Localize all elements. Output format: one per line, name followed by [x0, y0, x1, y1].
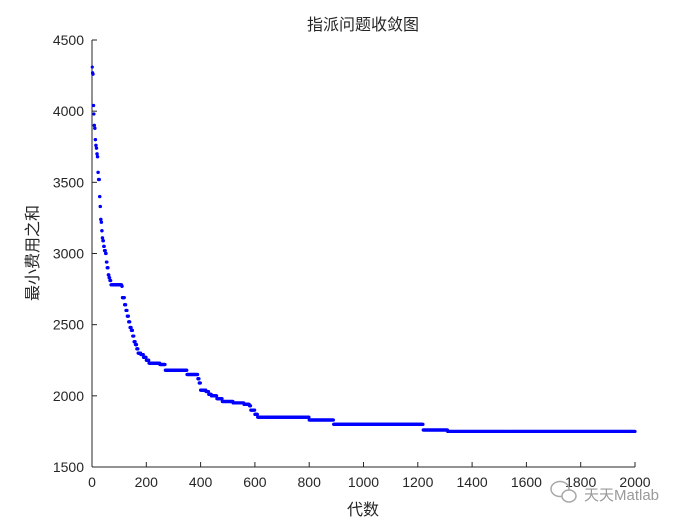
data-point: [97, 177, 101, 182]
data-point: [92, 112, 96, 116]
data-point: [136, 347, 140, 351]
x-tick-label: 1800: [565, 474, 596, 490]
x-tick-label: 0: [88, 474, 96, 490]
x-tick-label: 600: [243, 474, 267, 490]
data-point: [122, 296, 126, 300]
data-point: [197, 377, 201, 381]
x-tick-label: 2000: [619, 474, 650, 490]
data-point: [198, 381, 202, 385]
y-tick-label: 2000: [53, 388, 84, 404]
data-point: [92, 123, 97, 127]
x-tick-label: 1400: [457, 474, 488, 490]
data-point: [92, 103, 96, 108]
data-point: [108, 276, 112, 280]
data-point: [105, 260, 109, 264]
data-point: [248, 404, 253, 408]
data-point: [144, 355, 148, 359]
data-point: [147, 358, 151, 362]
chart-title: 指派问题收敛图: [307, 15, 419, 34]
y-tick-label: 1500: [53, 459, 84, 475]
y-tick-label: 3500: [53, 174, 84, 190]
data-point: [255, 412, 259, 416]
x-axis-ticks: 0 200 400 600 800 1000 1200 1400 1600 1800 2000: [88, 462, 651, 490]
data-point: [220, 397, 224, 401]
data-point: [196, 372, 200, 377]
data-point: [103, 249, 107, 253]
data-point: [331, 418, 335, 422]
x-axis-title: 代数: [347, 500, 379, 519]
data-point: [124, 303, 128, 307]
data-point: [99, 220, 104, 224]
data-point: [133, 340, 137, 344]
data-point: [163, 362, 167, 367]
data-point: [633, 429, 637, 434]
y-axis-ticks: 1500 2000 2500 3000 3500 4000 4500: [53, 32, 97, 475]
data-point: [93, 138, 98, 142]
data-point: [100, 236, 105, 240]
data-point: [100, 229, 104, 233]
data-point: [98, 194, 102, 199]
data-point: [126, 314, 130, 318]
data-point: [93, 126, 97, 130]
y-axis-title: 最小费用之和: [23, 205, 42, 301]
y-tick-label: 4000: [53, 103, 84, 119]
x-tick-label: 1200: [402, 474, 433, 490]
data-point: [128, 320, 132, 324]
data-point: [101, 239, 105, 243]
data-point: [215, 394, 219, 398]
data-point: [132, 334, 136, 338]
data-point: [141, 352, 145, 357]
data-point: [109, 278, 113, 283]
data-point: [125, 308, 129, 313]
data-point: [90, 65, 94, 69]
data-point: [106, 266, 110, 270]
data-point: [96, 170, 100, 174]
data-point: [96, 155, 100, 159]
data-point: [98, 204, 103, 209]
data-point: [95, 146, 99, 150]
wechat-icon: [550, 480, 577, 503]
data-point: [307, 415, 311, 419]
data-point: [120, 284, 124, 288]
data-point: [253, 408, 257, 412]
data-point: [130, 328, 135, 332]
data-series: [90, 65, 637, 434]
y-tick-label: 2500: [53, 317, 84, 333]
data-point: [185, 368, 189, 372]
watermark: 天天Matlab: [550, 480, 659, 504]
data-point: [95, 152, 99, 156]
data-point: [129, 325, 133, 330]
data-point: [421, 422, 425, 426]
data-point: [94, 143, 98, 147]
data-point: [99, 217, 103, 221]
x-tick-label: 800: [298, 474, 322, 490]
x-tick-label: 200: [135, 474, 159, 490]
data-point: [206, 389, 211, 394]
x-tick-label: 400: [189, 474, 213, 490]
data-point: [102, 244, 106, 248]
data-point: [104, 251, 108, 256]
data-point: [107, 273, 111, 277]
x-tick-label: 1000: [348, 474, 379, 490]
data-point: [91, 72, 95, 76]
data-point: [134, 342, 139, 347]
watermark-text: 天天Matlab: [584, 487, 659, 504]
y-tick-label: 4500: [53, 32, 84, 48]
x-tick-label: 1600: [511, 474, 542, 490]
y-tick-label: 3000: [53, 246, 84, 262]
